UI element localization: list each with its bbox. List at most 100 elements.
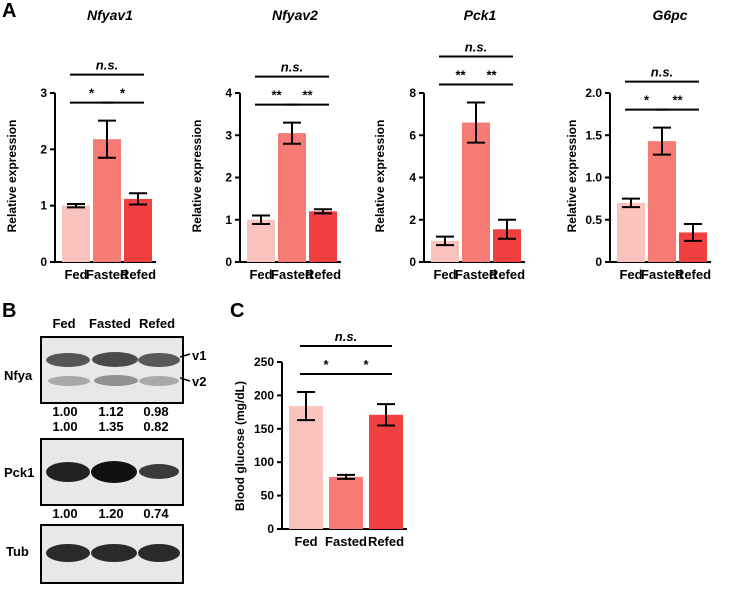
g6pc-ytick-label: 1.5 [585, 128, 602, 142]
nfyav2-ytick-label: 4 [225, 86, 232, 100]
pck1-significance-label: ** [486, 68, 497, 83]
nfyav1-ylabel: Relative expression [5, 120, 19, 233]
blood-glucose-ylabel: Blood glucose (mg/dL) [233, 381, 247, 511]
band-label-v1: v1 [192, 348, 207, 363]
nfya-v1-band-fed [46, 353, 90, 367]
nfyav2-ytick-label: 0 [225, 255, 232, 269]
nfyav1-ytick-label: 3 [40, 86, 47, 100]
nfya-blot-image [40, 336, 184, 404]
pck1-xtick-label: Fed [433, 267, 456, 282]
tub-blot-image [40, 524, 184, 584]
chart-g6pc: G6pc Relative expression 0 0.5 1.0 1.5 2.0 FedF… [565, 7, 711, 282]
pck1-ytick-label: 0 [409, 255, 416, 269]
g6pc-significance-label: * [644, 93, 650, 108]
tub-band-fasted [91, 544, 137, 562]
g6pc-title: G6pc [652, 7, 687, 23]
nfyav2-ylabel: Relative expression [190, 120, 204, 233]
blood-glucose-significance-label: * [323, 357, 329, 372]
blood-glucose-ytick-label: 150 [254, 422, 274, 436]
pck1-quant-fasted: 1.20 [98, 506, 124, 521]
chart-pck1: Pck1 Relative expression 0 2 4 6 8 FedFastedRef… [373, 7, 525, 282]
nfyav1-bar-refed [124, 198, 152, 262]
blood-glucose-bar-refed [369, 414, 403, 529]
pck1-xtick-label: Fasted [455, 267, 497, 282]
nfya-v2-band-fasted [94, 375, 138, 386]
nfyav1-xtick-label: Fed [64, 267, 87, 282]
blot-label-pck1: Pck1 [4, 465, 35, 480]
g6pc-bar-fasted [648, 141, 676, 262]
g6pc-significance-label: n.s. [651, 65, 673, 80]
g6pc-ytick-label: 0.5 [585, 213, 602, 227]
g6pc-xtick-label: Fasted [641, 267, 683, 282]
nfyav2-bar-refed [309, 211, 337, 262]
chart-blood-glucose: Blood glucose (mg/dL) 0 50 100 150 200 250 Fed F… [233, 329, 407, 549]
blood-glucose-xtick-label: Fed [294, 534, 317, 549]
nfya-v2-band-refed [139, 376, 179, 386]
blood-glucose-ytick-label: 250 [254, 355, 274, 369]
nfyav2-ytick-label: 1 [225, 213, 232, 227]
blood-glucose-ytick-label: 0 [267, 522, 274, 536]
nfya-v2-quant-fed: 1.00 [52, 419, 78, 434]
nfyav1-ytick-label: 0 [40, 255, 47, 269]
nfyav2-title: Nfyav2 [272, 7, 318, 23]
band-label-v2: v2 [192, 374, 207, 389]
blood-glucose-ytick-label: 100 [254, 455, 274, 469]
blood-glucose-significance-label: n.s. [335, 329, 357, 344]
g6pc-ytick-label: 0 [595, 255, 602, 269]
tub-band-refed [138, 544, 180, 562]
chart-nfyav2: Nfyav2 Relative expression 0 1 2 3 4 FedFastedR… [190, 7, 341, 282]
pck1-significance-label: n.s. [465, 40, 487, 55]
pck1-significance-label: ** [455, 68, 466, 83]
nfyav1-bar-fed [62, 205, 90, 262]
nfyav1-xtick-label: Refed [120, 267, 156, 282]
nfyav1-significance-label: * [120, 86, 126, 101]
blot-lane-fed: Fed [52, 316, 76, 331]
g6pc-significance-label: ** [672, 93, 683, 108]
g6pc-xtick-label: Fed [619, 267, 642, 282]
pck1-blot-image [40, 438, 184, 506]
nfyav1-ytick-label: 1 [40, 199, 47, 213]
nfya-v2-quant-refed: 0.82 [143, 419, 169, 434]
nfyav1-xtick-label: Fasted [86, 267, 128, 282]
blood-glucose-significance-label: * [363, 357, 369, 372]
pck1-ytick-label: 8 [409, 86, 416, 100]
g6pc-xtick-label: Refed [675, 267, 711, 282]
blot-label-nfya: Nfya [4, 368, 33, 383]
g6pc-ytick-label: 2.0 [585, 86, 602, 100]
pck1-title: Pck1 [464, 7, 497, 23]
panel-label-b: B [2, 300, 17, 322]
pck1-ylabel: Relative expression [373, 120, 387, 233]
nfyav2-bar-fed [247, 219, 275, 262]
pck1-ytick-label: 4 [409, 171, 416, 185]
blot-lane-refed: Refed [138, 316, 176, 331]
nfya-v1-band-refed [138, 353, 180, 367]
nfya-v1-quant-fed: 1.00 [52, 404, 78, 419]
nfya-v1-band-fasted [92, 352, 138, 367]
nfyav2-significance-label: ** [302, 88, 313, 103]
panel-label-a: A [2, 0, 17, 22]
pck1-bar-fasted [462, 122, 490, 262]
nfyav2-bar-fasted [278, 133, 306, 262]
nfya-v2-quant-fasted: 1.35 [98, 419, 124, 434]
nfyav2-ytick-label: 3 [225, 128, 232, 142]
blood-glucose-xtick-label: Refed [368, 534, 404, 549]
pck1-quant-fed: 1.00 [52, 506, 78, 521]
pck1-quant-refed: 0.74 [143, 506, 169, 521]
blot-lane-fasted: Fasted [89, 316, 131, 331]
pck1-band-refed [139, 464, 179, 479]
g6pc-ylabel: Relative expression [565, 120, 579, 233]
blood-glucose-ytick-label: 50 [261, 489, 275, 503]
nfya-v2-band-fed [48, 376, 90, 386]
nfyav1-significance-label: n.s. [96, 58, 118, 73]
nfyav2-xtick-label: Fasted [271, 267, 313, 282]
nfyav2-significance-label: ** [271, 88, 282, 103]
nfyav1-bar-fasted [93, 139, 121, 262]
pck1-band-fasted [91, 461, 137, 483]
blood-glucose-bar-fasted [329, 476, 363, 529]
pck1-bar-fed [431, 240, 459, 262]
nfyav1-title: Nfyav1 [87, 7, 133, 23]
nfyav2-xtick-label: Fed [249, 267, 272, 282]
g6pc-bar-fed [617, 202, 645, 262]
blood-glucose-bar-fed [289, 406, 323, 529]
